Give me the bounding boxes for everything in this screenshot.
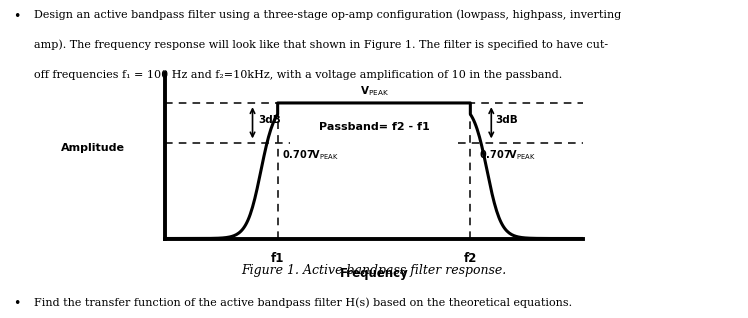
- Text: Find the transfer function of the active bandpass filter H(s) based on the theor: Find the transfer function of the active…: [34, 297, 571, 308]
- Text: 3dB: 3dB: [259, 115, 281, 125]
- Text: f1: f1: [271, 252, 284, 265]
- Text: V$_{\mathrm{PEAK}}$: V$_{\mathrm{PEAK}}$: [360, 84, 388, 98]
- Text: Figure 1. Active bandpass filter response.: Figure 1. Active bandpass filter respons…: [242, 264, 506, 277]
- Text: •: •: [13, 297, 21, 310]
- Text: Passband= f2 - f1: Passband= f2 - f1: [319, 122, 429, 132]
- Text: 0.707V$_{\mathrm{PEAK}}$: 0.707V$_{\mathrm{PEAK}}$: [479, 148, 536, 162]
- Text: f2: f2: [464, 252, 477, 265]
- Text: Amplitude: Amplitude: [61, 142, 126, 153]
- Text: Design an active bandpass filter using a three-stage op-amp configuration (lowpa: Design an active bandpass filter using a…: [34, 10, 621, 20]
- Text: off frequencies f₁ = 100 Hz and f₂=10kHz, with a voltage amplification of 10 in : off frequencies f₁ = 100 Hz and f₂=10kHz…: [34, 70, 562, 80]
- Text: 3dB: 3dB: [495, 115, 518, 125]
- Text: 0.707V$_{\mathrm{PEAK}}$: 0.707V$_{\mathrm{PEAK}}$: [282, 148, 339, 162]
- Text: Frequency: Frequency: [340, 266, 408, 280]
- Text: •: •: [13, 10, 21, 23]
- Text: amp). The frequency response will look like that shown in Figure 1. The filter i: amp). The frequency response will look l…: [34, 40, 608, 50]
